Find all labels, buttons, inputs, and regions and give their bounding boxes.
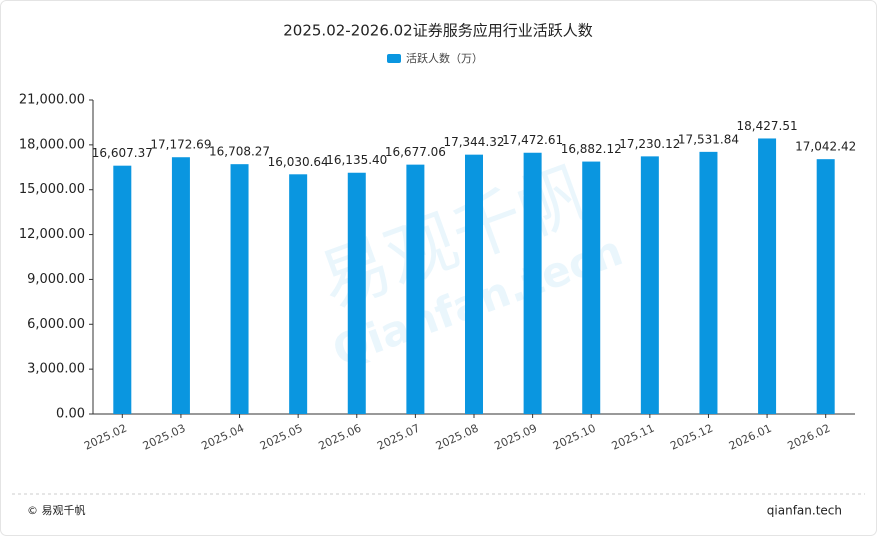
y-tick-label: 18,000.00 bbox=[19, 137, 85, 152]
footer-left: © 易观千帆 bbox=[27, 503, 86, 517]
value-label: 16,882.12 bbox=[561, 142, 622, 156]
value-label: 16,135.40 bbox=[326, 153, 387, 167]
footer-right: qianfan.tech bbox=[767, 504, 842, 518]
bar bbox=[582, 161, 601, 414]
y-tick-label: 12,000.00 bbox=[19, 227, 85, 242]
value-label: 17,531.84 bbox=[678, 132, 739, 146]
value-label: 18,427.51 bbox=[737, 119, 798, 133]
bar bbox=[230, 164, 249, 414]
bar bbox=[406, 164, 425, 414]
legend-swatch bbox=[387, 54, 401, 63]
y-tick-label: 9,000.00 bbox=[27, 272, 85, 287]
y-tick-label: 15,000.00 bbox=[19, 182, 85, 197]
bar bbox=[523, 152, 542, 415]
value-label: 16,677.06 bbox=[385, 145, 446, 159]
bar bbox=[289, 174, 308, 414]
bar bbox=[816, 159, 835, 414]
legend-label: 活跃人数（万） bbox=[406, 51, 483, 65]
bar bbox=[171, 157, 190, 414]
value-label: 17,472.61 bbox=[502, 133, 563, 147]
value-label: 16,708.27 bbox=[209, 145, 270, 159]
chart-title: 2025.02-2026.02证券服务应用行业活跃人数 bbox=[283, 22, 592, 40]
y-tick-label: 3,000.00 bbox=[27, 362, 85, 377]
bar bbox=[465, 154, 483, 414]
bar bbox=[347, 172, 366, 414]
y-tick-label: 0.00 bbox=[56, 407, 85, 422]
bar bbox=[699, 151, 718, 415]
value-label: 17,344.32 bbox=[443, 135, 504, 149]
value-label: 17,172.69 bbox=[150, 138, 211, 152]
y-tick-label: 6,000.00 bbox=[27, 317, 85, 332]
y-tick-label: 21,000.00 bbox=[19, 93, 85, 108]
bar bbox=[758, 138, 777, 414]
value-label: 16,607.37 bbox=[92, 146, 153, 160]
bar bbox=[113, 165, 132, 414]
value-label: 16,030.64 bbox=[268, 155, 329, 169]
value-label: 17,230.12 bbox=[619, 137, 680, 151]
value-label: 17,042.42 bbox=[795, 140, 856, 154]
bar bbox=[640, 156, 659, 414]
